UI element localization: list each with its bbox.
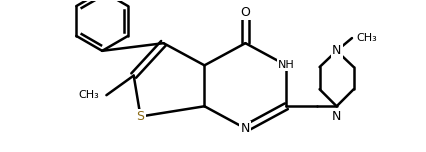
Text: S: S xyxy=(136,110,144,123)
Text: N: N xyxy=(332,110,341,123)
Text: NH: NH xyxy=(278,60,295,70)
Text: CH₃: CH₃ xyxy=(356,33,377,43)
Text: N: N xyxy=(332,44,341,57)
Text: O: O xyxy=(240,6,250,19)
Text: N: N xyxy=(241,122,250,135)
Text: CH₃: CH₃ xyxy=(79,90,100,100)
